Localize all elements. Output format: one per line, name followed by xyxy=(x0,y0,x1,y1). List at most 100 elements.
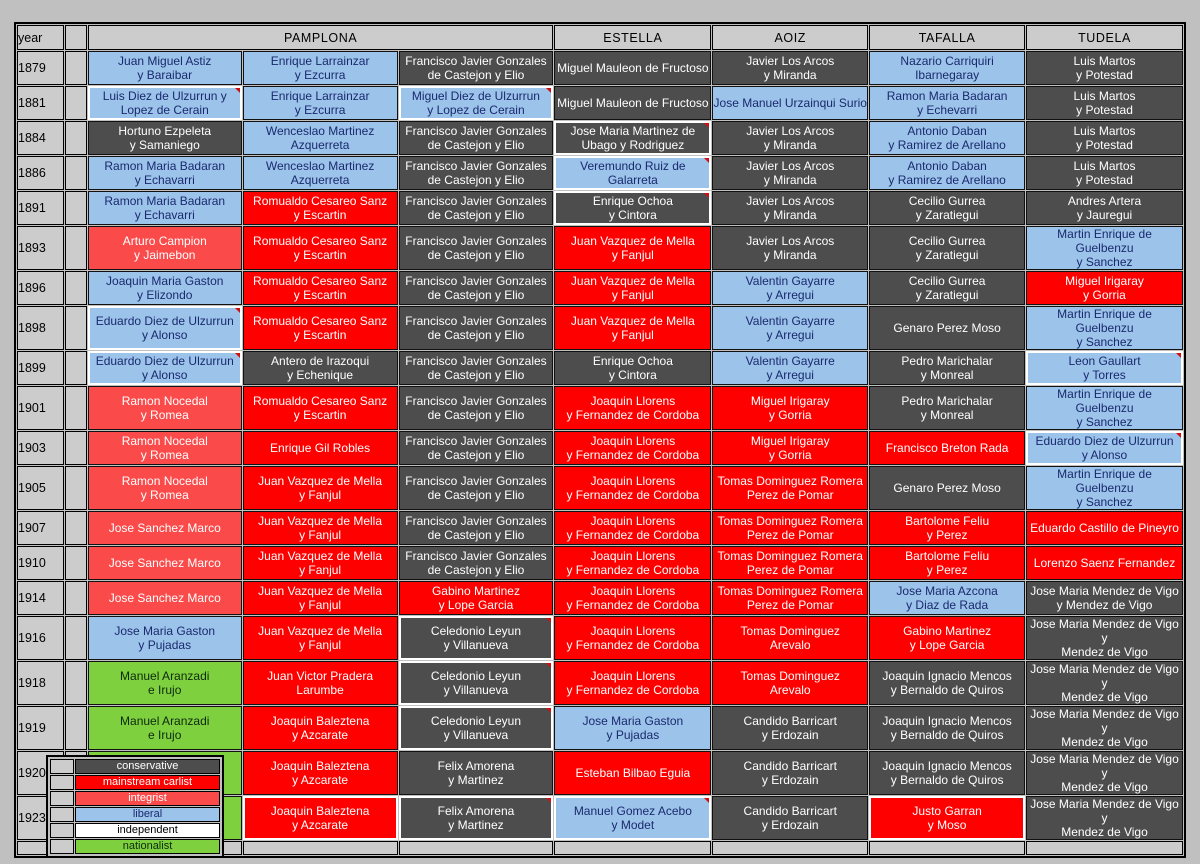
deputy-cell[interactable]: Jose Sanchez Marco xyxy=(87,511,242,545)
deputy-cell[interactable]: Justo Garran y Moso xyxy=(869,796,1026,840)
deputy-cell[interactable]: Miguel Mauleon de Fructoso xyxy=(554,86,712,120)
deputy-cell[interactable]: Javier Los Arcos y Miranda xyxy=(712,226,869,270)
deputy-cell[interactable]: Cecilio Gurrea y Zaratiegui xyxy=(869,191,1026,225)
deputy-cell[interactable]: Romualdo Cesareo Sanz y Escartin xyxy=(242,271,398,305)
deputy-cell[interactable]: Javier Los Arcos y Miranda xyxy=(712,121,869,155)
deputy-cell[interactable]: Enrique Gil Robles xyxy=(242,431,398,465)
deputy-cell[interactable]: Jose Maria Gaston y Pujadas xyxy=(87,616,242,660)
deputy-cell[interactable]: Romualdo Cesareo Sanz y Escartin xyxy=(242,306,398,350)
deputy-cell[interactable]: Francisco Javier Gonzales de Castejon y E… xyxy=(398,51,554,85)
deputy-cell[interactable]: Jose Maria Mendez de Vigo y Mendez de Vig… xyxy=(1026,706,1183,750)
deputy-cell[interactable]: Luis Martos y Potestad xyxy=(1026,86,1183,120)
deputy-cell[interactable]: Joaquin Baleztena y Azcarate xyxy=(242,706,398,750)
deputy-cell[interactable]: Andres Artera y Jauregui xyxy=(1026,191,1183,225)
deputy-cell[interactable]: Valentin Gayarre y Arregui xyxy=(712,351,869,385)
deputy-cell[interactable]: Ramon Nocedal y Romea xyxy=(87,466,242,510)
deputy-cell[interactable]: Candido Barricart y Erdozain xyxy=(712,706,869,750)
deputy-cell[interactable]: Joaquin Ignacio Mencos y Bernaldo de Quir… xyxy=(869,661,1026,705)
deputy-cell[interactable]: Jose Maria Mendez de Vigo y Mendez de Vig… xyxy=(1026,616,1183,660)
deputy-cell[interactable]: Tomas Dominguez Romera Perez de Pomar xyxy=(712,546,869,580)
deputy-cell[interactable]: Wenceslao Martinez Azquerreta xyxy=(242,121,398,155)
deputy-cell[interactable]: Antero de Irazoqui y Echenique xyxy=(242,351,398,385)
deputy-cell[interactable]: Martin Enrique de Guelbenzu y Sanchez xyxy=(1026,306,1183,350)
deputy-cell[interactable]: Genaro Perez Moso xyxy=(869,306,1026,350)
deputy-cell[interactable]: Nazario Carriquiri Ibarnegaray xyxy=(869,51,1026,85)
deputy-cell[interactable]: Martin Enrique de Guelbenzu y Sanchez xyxy=(1026,466,1183,510)
deputy-cell[interactable]: Eduardo Diez de Ulzurrun y Alonso xyxy=(1026,431,1183,465)
deputy-cell[interactable]: Francisco Javier Gonzales de Castejon y E… xyxy=(398,511,554,545)
deputy-cell[interactable]: Esteban Bilbao Eguia xyxy=(554,751,712,795)
deputy-cell[interactable]: Jose Maria Martinez de Ubago y Rodriguez xyxy=(554,121,712,155)
deputy-cell[interactable]: Ramon Maria Badaran y Echavarri xyxy=(87,191,242,225)
deputy-cell[interactable]: Jose Maria Mendez de Vigo y Mendez de Vig… xyxy=(1026,796,1183,840)
deputy-cell[interactable]: Luis Martos y Potestad xyxy=(1026,121,1183,155)
deputy-cell[interactable]: Enrique Larrainzar y Ezcurra xyxy=(242,51,398,85)
deputy-cell[interactable]: Jose Maria Gaston y Pujadas xyxy=(554,706,712,750)
deputy-cell[interactable]: Juan Vazquez de Mella y Fanjul xyxy=(242,581,398,615)
deputy-cell[interactable]: Antonio Daban y Ramirez de Arellano xyxy=(869,121,1026,155)
deputy-cell[interactable]: Javier Los Arcos y Miranda xyxy=(712,156,869,190)
deputy-cell[interactable]: Juan Vazquez de Mella y Fanjul xyxy=(242,466,398,510)
deputy-cell[interactable]: Celedonio Leyun y Villanueva xyxy=(398,706,554,750)
deputy-cell[interactable]: Joaquin Llorens y Fernandez de Cordoba xyxy=(554,386,712,430)
deputy-cell[interactable]: Valentin Gayarre y Arregui xyxy=(712,306,869,350)
deputy-cell[interactable]: Ramon Maria Badaran y Echevarri xyxy=(869,86,1026,120)
deputy-cell[interactable]: Jose Maria Mendez de Vigo y Mendez de Vig… xyxy=(1026,751,1183,795)
deputy-cell[interactable]: Leon Gaullart y Torres xyxy=(1026,351,1183,385)
deputy-cell[interactable]: Gabino Martinez y Lope Garcia xyxy=(398,581,554,615)
deputy-cell[interactable]: Romualdo Cesareo Sanz y Escartin xyxy=(242,226,398,270)
deputy-cell[interactable]: Ramon Maria Badaran y Echavarri xyxy=(87,156,242,190)
deputy-cell[interactable]: Felix Amorena y Martinez xyxy=(398,796,554,840)
deputy-cell[interactable]: Juan Vazquez de Mella y Fanjul xyxy=(242,616,398,660)
deputy-cell[interactable]: Tomas Dominguez Romera Perez de Pomar xyxy=(712,511,869,545)
deputy-cell[interactable]: Francisco Javier Gonzales de Castejon y E… xyxy=(398,546,554,580)
deputy-cell[interactable]: Joaquin Maria Gaston y Elizondo xyxy=(87,271,242,305)
deputy-cell[interactable]: Luis Martos y Potestad xyxy=(1026,156,1183,190)
deputy-cell[interactable]: Antonio Daban y Ramirez de Arellano xyxy=(869,156,1026,190)
deputy-cell[interactable]: Joaquin Ignacio Mencos y Bernaldo de Quir… xyxy=(869,706,1026,750)
deputy-cell[interactable]: Joaquin Ignacio Mencos y Bernaldo de Quir… xyxy=(869,751,1026,795)
deputy-cell[interactable]: Veremundo Ruiz de Galarreta xyxy=(554,156,712,190)
deputy-cell[interactable]: Valentin Gayarre y Arregui xyxy=(712,271,869,305)
deputy-cell[interactable]: Bartolome Feliu y Perez xyxy=(869,546,1026,580)
deputy-cell[interactable]: Jose Maria Mendez de Vigo y Mendez de Vig… xyxy=(1026,661,1183,705)
deputy-cell[interactable]: Romualdo Cesareo Sanz y Escartin xyxy=(242,191,398,225)
deputy-cell[interactable]: Eduardo Diez de Ulzurrun y Alonso xyxy=(87,351,242,385)
deputy-cell[interactable]: Eduardo Diez de Ulzurrun y Alonso xyxy=(87,306,242,350)
deputy-cell[interactable]: Jose Sanchez Marco xyxy=(87,581,242,615)
deputy-cell[interactable]: Joaquin Llorens y Fernandez de Cordoba xyxy=(554,616,712,660)
deputy-cell[interactable]: Juan Vazquez de Mella y Fanjul xyxy=(554,226,712,270)
deputy-cell[interactable]: Tomas Dominguez Arevalo xyxy=(712,616,869,660)
deputy-cell[interactable]: Juan Miguel Astiz y Baraibar xyxy=(87,51,242,85)
deputy-cell[interactable]: Candido Barricart y Erdozain xyxy=(712,796,869,840)
deputy-cell[interactable]: Miguel Irigaray y Gorria xyxy=(712,431,869,465)
deputy-cell[interactable]: Martin Enrique de Guelbenzu y Sanchez xyxy=(1026,386,1183,430)
deputy-cell[interactable]: Jose Manuel Urzainqui Surio xyxy=(712,86,869,120)
deputy-cell[interactable]: Joaquin Llorens y Fernandez de Cordoba xyxy=(554,511,712,545)
deputy-cell[interactable]: Juan Vazquez de Mella y Fanjul xyxy=(242,511,398,545)
deputy-cell[interactable]: Francisco Javier Gonzales de Castejon y E… xyxy=(398,386,554,430)
deputy-cell[interactable]: Juan Vazquez de Mella y Fanjul xyxy=(242,546,398,580)
deputy-cell[interactable]: Bartolome Feliu y Perez xyxy=(869,511,1026,545)
deputy-cell[interactable]: Tomas Dominguez Arevalo xyxy=(712,661,869,705)
deputy-cell[interactable]: Francisco Javier Gonzales de Castejon y E… xyxy=(398,351,554,385)
deputy-cell[interactable]: Francisco Breton Rada xyxy=(869,431,1026,465)
deputy-cell[interactable]: Wenceslao Martinez Azquerreta xyxy=(242,156,398,190)
deputy-cell[interactable]: Pedro Marichalar y Monreal xyxy=(869,386,1026,430)
deputy-cell[interactable]: Jose Maria Mendez de Vigo y Mendez de Vig… xyxy=(1026,581,1183,615)
deputy-cell[interactable]: Genaro Perez Moso xyxy=(869,466,1026,510)
deputy-cell[interactable]: Enrique Ochoa y Cintora xyxy=(554,351,712,385)
deputy-cell[interactable]: Enrique Larrainzar y Ezcurra xyxy=(242,86,398,120)
deputy-cell[interactable]: Tomas Dominguez Romera Perez de Pomar xyxy=(712,466,869,510)
deputy-cell[interactable]: Javier Los Arcos y Miranda xyxy=(712,191,869,225)
deputy-cell[interactable]: Hortuno Ezpeleta y Samaniego xyxy=(87,121,242,155)
deputy-cell[interactable]: Miguel Irigaray y Gorria xyxy=(712,386,869,430)
deputy-cell[interactable]: Miguel Diez de Ulzurrun y Lopez de Cerain xyxy=(398,86,554,120)
deputy-cell[interactable]: Arturo Campion y Jaimebon xyxy=(87,226,242,270)
deputy-cell[interactable]: Tomas Dominguez Romera Perez de Pomar xyxy=(712,581,869,615)
deputy-cell[interactable]: Francisco Javier Gonzales de Castejon y E… xyxy=(398,121,554,155)
deputy-cell[interactable]: Ramon Nocedal y Romea xyxy=(87,386,242,430)
deputy-cell[interactable]: Francisco Javier Gonzales de Castejon y E… xyxy=(398,306,554,350)
